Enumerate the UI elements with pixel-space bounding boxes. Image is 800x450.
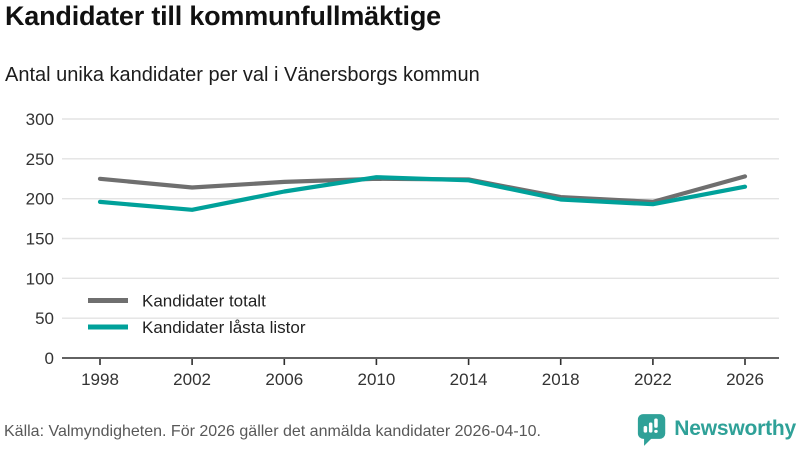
newsworthy-speech-bubble-bar-chart-icon: [638, 414, 666, 446]
y-tick-label: 300: [26, 110, 54, 129]
y-tick-label: 50: [35, 309, 54, 328]
x-tick-label: 2022: [634, 370, 672, 389]
y-tick-label: 200: [26, 190, 54, 209]
x-tick-label: 2002: [173, 370, 211, 389]
legend-label: Kandidater totalt: [142, 292, 266, 311]
chart-subtitle: Antal unika kandidater per val i Vänersb…: [5, 64, 480, 86]
x-tick-label: 2018: [542, 370, 580, 389]
chart-title: Kandidater till kommunfullmäktige: [5, 1, 441, 31]
x-tick-label: 1998: [81, 370, 119, 389]
y-tick-label: 250: [26, 150, 54, 169]
newsworthy-wordmark: Newsworthy: [674, 417, 796, 440]
source-note: Källa: Valmyndigheten. För 2026 gäller d…: [4, 423, 541, 440]
x-tick-label: 2026: [726, 370, 764, 389]
x-tick-label: 2014: [450, 370, 488, 389]
y-tick-label: 150: [26, 230, 54, 249]
legend-label: Kandidater låsta listor: [142, 318, 306, 337]
y-tick-label: 0: [45, 349, 54, 368]
x-tick-label: 2010: [357, 370, 395, 389]
y-tick-label: 100: [26, 269, 54, 288]
newsworthy-logo: Newsworthy: [637, 413, 796, 447]
series-line-locked-lists: [97, 175, 748, 212]
x-tick-label: 2006: [265, 370, 303, 389]
line-chart: 0 50 100 150 200 250 300 1998 2002 2006 2010 2014 20…: [26, 110, 779, 389]
